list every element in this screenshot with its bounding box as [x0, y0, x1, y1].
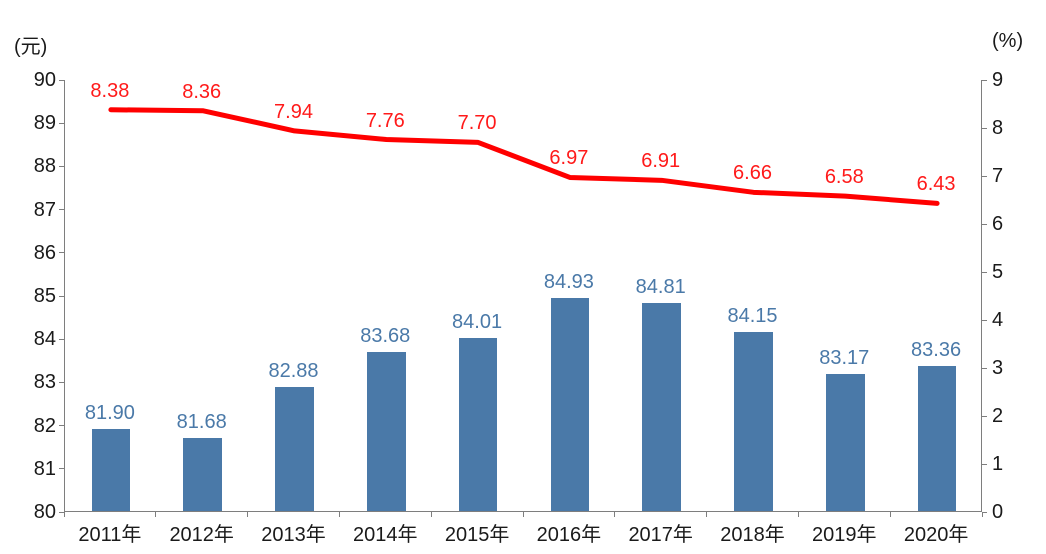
line-value-label: 6.66 [707, 162, 799, 185]
bar-value-label: 82.88 [248, 360, 340, 383]
x-axis-tick-mark [155, 512, 156, 517]
left-axis-tick-mark [59, 296, 64, 297]
x-axis-category: 2015年 [431, 518, 523, 547]
left-axis-tick: 84 [34, 328, 56, 351]
bar [551, 298, 590, 511]
x-axis-category: 2018年 [707, 518, 799, 547]
line-value-label: 8.36 [156, 81, 248, 104]
x-axis-tick-mark [982, 512, 983, 517]
right-axis-tick-mark [982, 368, 987, 369]
x-axis-category: 2012年 [156, 518, 248, 547]
line-value-label: 7.94 [248, 101, 340, 124]
line-value-label: 8.38 [64, 80, 156, 103]
x-axis-tick-mark [798, 512, 799, 517]
right-axis-tick-mark [982, 512, 987, 513]
plot-area [64, 80, 982, 512]
bar [734, 332, 773, 511]
right-axis-tick: 8 [992, 117, 1003, 140]
bar-value-label: 84.81 [615, 276, 707, 299]
right-axis-tick: 6 [992, 213, 1003, 236]
right-axis-tick: 3 [992, 357, 1003, 380]
right-axis-tick: 4 [992, 309, 1003, 332]
bar-value-label: 83.36 [890, 339, 982, 362]
left-axis-tick-mark [59, 123, 64, 124]
x-axis-tick-mark [890, 512, 891, 517]
left-axis-tick: 90 [34, 69, 56, 92]
bar [275, 387, 314, 511]
left-axis-tick: 82 [34, 415, 56, 438]
x-axis-tick-mark [64, 512, 65, 517]
left-axis-tick: 85 [34, 285, 56, 308]
line-value-label: 6.97 [523, 147, 615, 170]
left-axis-tick-mark [59, 382, 64, 383]
right-axis-tick: 1 [992, 453, 1003, 476]
bar-value-label: 84.93 [523, 271, 615, 294]
right-axis-tick-mark [982, 80, 987, 81]
left-axis-tick-mark [59, 468, 64, 469]
x-axis-tick-mark [706, 512, 707, 517]
left-axis-tick-mark [59, 425, 64, 426]
left-axis-tick: 86 [34, 242, 56, 265]
bar-value-label: 83.17 [798, 347, 890, 370]
x-axis-tick-mark [614, 512, 615, 517]
x-axis-category: 2011年 [64, 518, 156, 547]
left-axis-unit: (元) [14, 30, 47, 59]
line-value-label: 6.43 [890, 173, 982, 196]
bar [367, 352, 406, 511]
right-axis-tick-mark [982, 224, 987, 225]
bar [642, 303, 681, 511]
right-axis-tick-mark [982, 320, 987, 321]
left-axis-tick-mark [59, 209, 64, 210]
dual-axis-chart: (元) (%) 80818283848586878889900123456789… [0, 0, 1046, 554]
right-axis-unit: (%) [992, 30, 1023, 53]
line-value-label: 6.91 [615, 150, 707, 173]
bar [826, 374, 865, 511]
right-axis-tick-mark [982, 176, 987, 177]
right-axis-tick: 9 [992, 69, 1003, 92]
x-axis-category: 2020年 [890, 518, 982, 547]
bar [92, 429, 131, 511]
bar [183, 438, 222, 511]
line-value-label: 7.70 [431, 112, 523, 135]
bar [918, 366, 957, 511]
x-axis-tick-mark [247, 512, 248, 517]
left-axis-tick-mark [59, 252, 64, 253]
x-axis-tick-mark [339, 512, 340, 517]
right-axis-tick: 7 [992, 165, 1003, 188]
line-value-label: 6.58 [798, 166, 890, 189]
left-axis-tick: 88 [34, 155, 56, 178]
right-axis-tick: 0 [992, 501, 1003, 524]
bar-value-label: 81.90 [64, 402, 156, 425]
right-axis-tick-mark [982, 128, 987, 129]
x-axis-category: 2013年 [248, 518, 340, 547]
left-axis-tick: 87 [34, 199, 56, 222]
bar-value-label: 83.68 [339, 325, 431, 348]
right-axis-tick-mark [982, 272, 987, 273]
right-axis-tick-mark [982, 464, 987, 465]
bar-value-label: 84.15 [707, 305, 799, 328]
x-axis-category: 2014年 [339, 518, 431, 547]
x-axis-category: 2017年 [615, 518, 707, 547]
left-axis-tick: 83 [34, 371, 56, 394]
right-axis-tick: 5 [992, 261, 1003, 284]
bar-value-label: 84.01 [431, 311, 523, 334]
x-axis-category: 2019年 [798, 518, 890, 547]
x-axis-tick-mark [431, 512, 432, 517]
x-axis-category: 2016年 [523, 518, 615, 547]
bar [459, 338, 498, 511]
x-axis-tick-mark [523, 512, 524, 517]
right-axis-tick: 2 [992, 405, 1003, 428]
bar-value-label: 81.68 [156, 411, 248, 434]
line-value-label: 7.76 [339, 110, 431, 133]
left-axis-tick: 81 [34, 458, 56, 481]
right-axis-tick-mark [982, 416, 987, 417]
left-axis-tick: 89 [34, 112, 56, 135]
left-axis-tick-mark [59, 339, 64, 340]
left-axis-tick-mark [59, 166, 64, 167]
left-axis-tick: 80 [34, 501, 56, 524]
